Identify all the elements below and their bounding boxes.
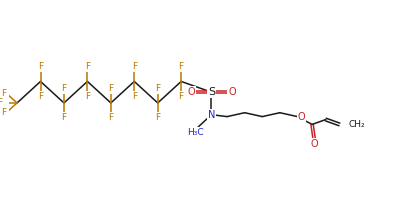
Text: F: F	[155, 113, 160, 122]
Text: H₃C: H₃C	[188, 128, 204, 137]
Text: F: F	[155, 84, 160, 93]
Text: F: F	[108, 84, 114, 93]
Text: F: F	[179, 92, 184, 101]
Text: F: F	[62, 113, 66, 122]
Text: F: F	[62, 84, 66, 93]
Text: O: O	[310, 139, 318, 149]
Text: F: F	[85, 92, 90, 101]
Text: F: F	[85, 62, 90, 71]
Text: F: F	[38, 92, 43, 101]
Text: F: F	[0, 98, 2, 107]
Text: F: F	[38, 62, 43, 71]
Text: O: O	[298, 112, 305, 122]
Text: F: F	[1, 89, 6, 98]
Text: CH₂: CH₂	[348, 120, 365, 129]
Text: O: O	[228, 87, 236, 97]
Text: S: S	[208, 87, 215, 97]
Text: F: F	[132, 92, 137, 101]
Text: F: F	[179, 62, 184, 71]
Text: F: F	[108, 113, 114, 122]
Text: N: N	[208, 110, 215, 120]
Text: F: F	[1, 108, 6, 117]
Text: F: F	[132, 62, 137, 71]
Text: O: O	[187, 87, 195, 97]
